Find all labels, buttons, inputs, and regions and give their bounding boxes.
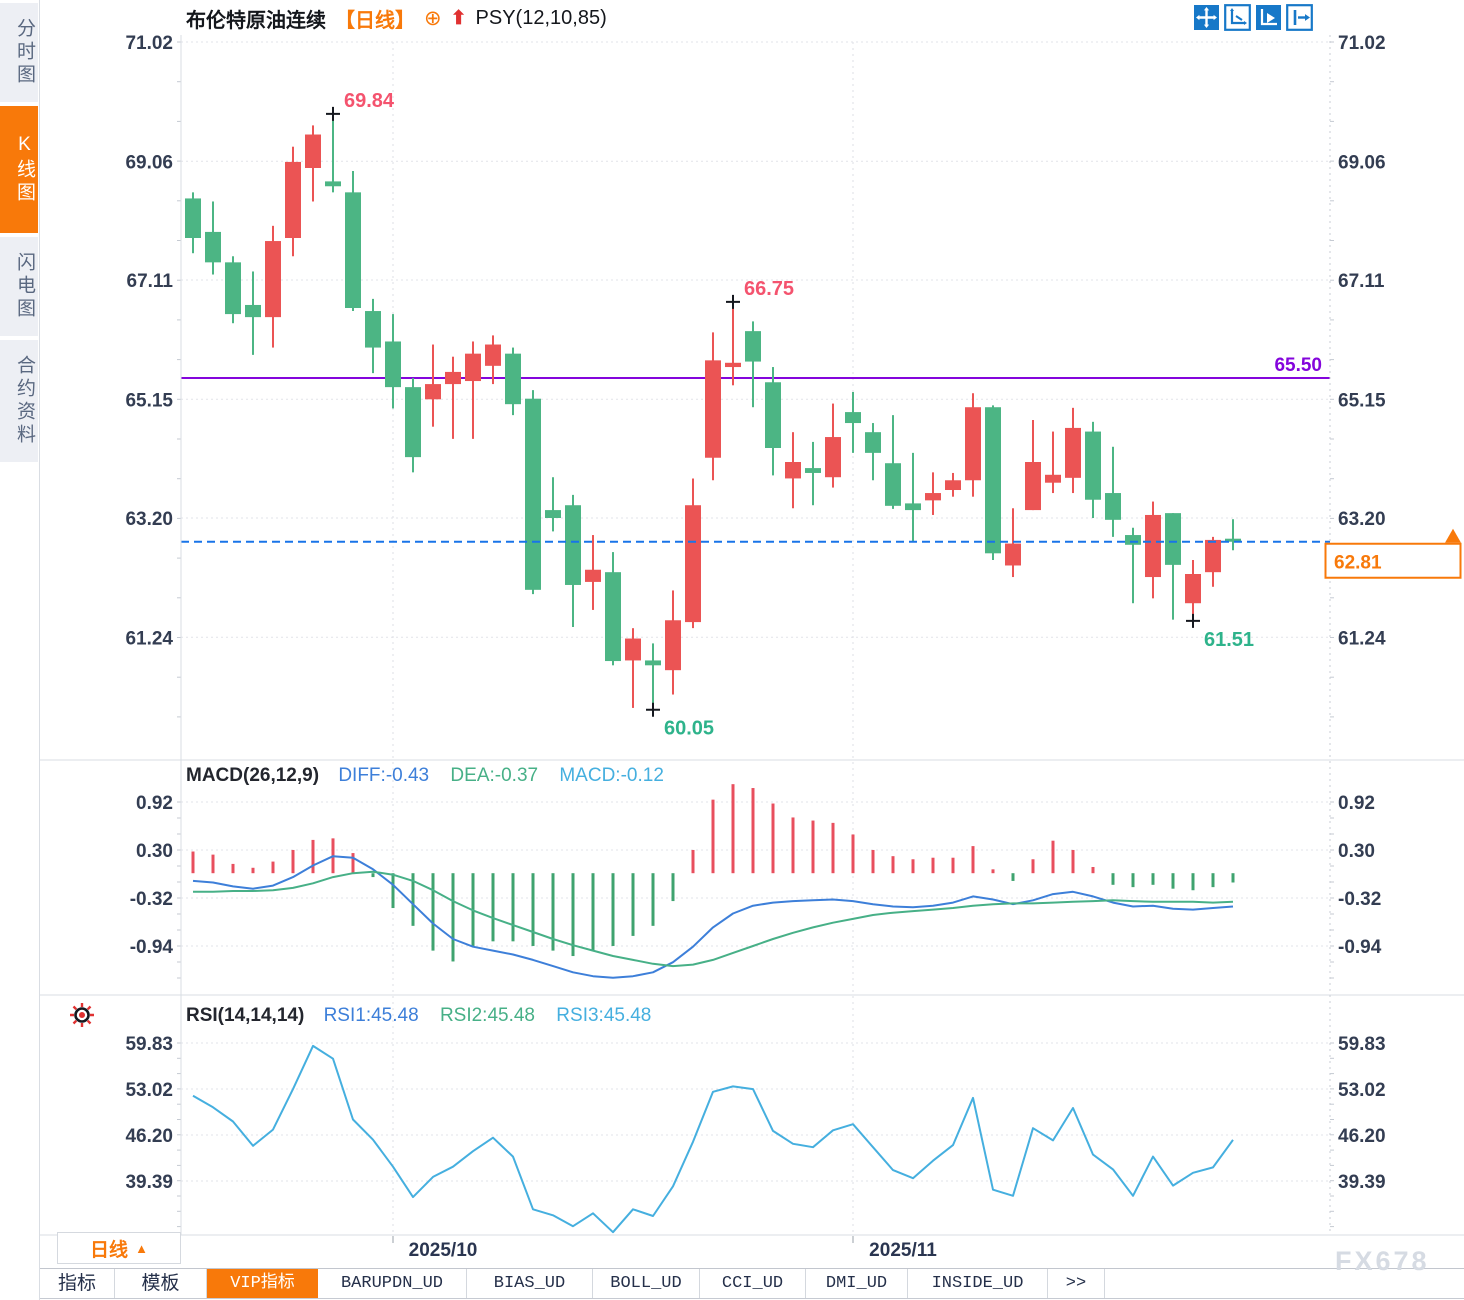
svg-text:59.83: 59.83 [1338,1034,1386,1055]
macd-dea-value: DEA:-0.37 [450,765,539,786]
svg-text:63.20: 63.20 [125,509,173,530]
svg-text:59.83: 59.83 [125,1034,173,1055]
bottom-tab[interactable]: BARUPDN_UD [318,1269,467,1298]
bottom-tab[interactable]: 指标 [40,1269,115,1298]
chart-title-row: 布伦特原油连续 【日线】 ⊕ ⬆ PSY(12,10,85) [186,3,607,33]
svg-text:63.20: 63.20 [1338,509,1386,530]
bottom-tab[interactable]: BIAS_UD [467,1269,593,1298]
macd-diff-line [192,855,1234,979]
rsi3-value: RSI3:45.48 [556,1005,652,1026]
svg-text:67.11: 67.11 [1338,271,1385,292]
price-annotations: 69.84 66.75 60.05 61.51 [326,90,1254,740]
bottom-tab[interactable]: CCI_UD [700,1269,806,1298]
macd-macd-value: MACD:-0.12 [559,765,664,786]
auto-scroll-icon[interactable] [1255,4,1282,31]
svg-text:46.20: 46.20 [1338,1126,1386,1147]
svg-text:0.30: 0.30 [1338,841,1375,862]
bottom-tab-bar: 指标 模板 VIP指标 BARUPDN_UD BIAS_UD BOLL_UD CCI_UD D… [40,1268,1464,1299]
chevron-up-icon: ▲ [135,1240,148,1256]
svg-text:67.11: 67.11 [127,271,174,292]
svg-text:0.92: 0.92 [136,793,173,814]
macd-header: MACD(26,12,9) DIFF:-0.43 DEA:-0.37 MACD:… [186,765,664,787]
svg-text:53.02: 53.02 [1338,1080,1386,1101]
pan-tool-icon[interactable] [1193,4,1220,31]
svg-text:-0.32: -0.32 [130,889,173,910]
svg-text:69.84: 69.84 [344,90,395,112]
psy-up-arrow-icon: ⬆ [450,7,467,29]
svg-text:65.15: 65.15 [1338,390,1386,411]
svg-text:71.02: 71.02 [125,33,173,54]
svg-text:69.06: 69.06 [1338,152,1386,173]
sidebar-tab[interactable]: K线图 [0,106,38,233]
sidebar-tab[interactable]: 闪电图 [0,237,38,336]
candlestick-series [185,113,1241,710]
macd-dea-line [193,870,1234,968]
axis-labels: 71.02 71.02 69.06 69.06 67.11 67.11 65.15 65.15… [125,33,1386,1193]
svg-text:65.15: 65.15 [125,390,173,411]
svg-text:71.02: 71.02 [1338,33,1386,54]
svg-text:61.24: 61.24 [125,628,173,649]
svg-text:-0.94: -0.94 [130,937,174,958]
bottom-tab[interactable]: VIP指标 [207,1269,318,1298]
period-selector[interactable]: 日线 ▲ [57,1232,181,1264]
current-price-box: 62.81 [1324,528,1462,579]
rsi-header: RSI(14,14,14) RSI1:45.48 RSI2:45.48 RSI3… [186,1005,651,1027]
period-tag: 【日线】 [335,9,415,32]
svg-text:46.20: 46.20 [125,1126,173,1147]
rsi2-value: RSI2:45.48 [439,1005,536,1026]
svg-text:53.02: 53.02 [125,1080,173,1101]
macd-label: MACD(26,12,9) [186,765,320,786]
add-indicator-icon[interactable]: ⊕ [424,6,442,30]
svg-text:39.39: 39.39 [125,1172,173,1193]
tab-bar-filler [1105,1269,1464,1298]
indicator-settings-icon[interactable] [56,996,100,1038]
rsi-line [192,1044,1234,1234]
svg-text:62.81: 62.81 [1334,553,1382,574]
svg-text:61.24: 61.24 [1338,628,1386,649]
bottom-tab[interactable]: INSIDE_UD [908,1269,1048,1298]
sidebar-tab[interactable]: 合约资料 [0,340,38,462]
macd-diff-value: DIFF:-0.43 [338,765,430,786]
axis-minor-ticks [177,41,1334,1228]
sidebar: 分时图 K线图闪电图合约资料 [0,0,40,1300]
svg-text:60.05: 60.05 [664,718,714,740]
date-label: 2025/10 [408,1240,478,1261]
svg-text:69.06: 69.06 [125,152,173,173]
overlay-indicator-label: PSY(12,10,85) [475,6,607,29]
date-label: 2025/11 [869,1240,937,1261]
svg-text:39.39: 39.39 [1338,1172,1386,1193]
macd-histogram [191,784,1235,962]
svg-text:66.75: 66.75 [744,278,794,300]
sidebar-tab[interactable]: 分时图 [0,3,38,102]
svg-text:61.51: 61.51 [1204,629,1254,651]
svg-text:-0.32: -0.32 [1338,889,1381,910]
rsi1-value: RSI1:45.48 [323,1005,419,1026]
svg-text:0.92: 0.92 [1338,793,1375,814]
rsi-label: RSI(14,14,14) [186,1005,305,1026]
bottom-tab[interactable]: BOLL_UD [593,1269,700,1298]
svg-text:0.30: 0.30 [136,841,173,862]
bottom-tab[interactable]: DMI_UD [806,1269,908,1298]
support-line: 65.50 [181,355,1330,380]
symbol-title: 布伦特原油连续 [186,9,326,32]
gridlines [181,41,1330,1182]
month-gridlines [392,42,854,1243]
svg-text:65.50: 65.50 [1274,355,1322,376]
axis-zoom-icon[interactable] [1224,4,1251,31]
chart-toolbar [1193,4,1313,31]
period-selector-label: 日线 [90,1239,129,1261]
bottom-tab[interactable]: 模板 [115,1269,207,1298]
panel-borders [40,35,1464,1236]
bottom-tab[interactable]: >> [1048,1269,1105,1298]
svg-text:-0.94: -0.94 [1338,937,1382,958]
jump-to-latest-icon[interactable] [1286,4,1313,31]
date-axis: 2025/10 2025/11 [40,1236,1464,1267]
